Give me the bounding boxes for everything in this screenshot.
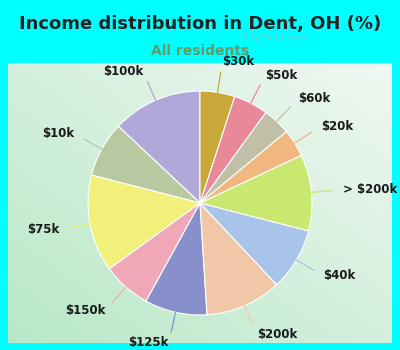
Text: > $200k: > $200k bbox=[343, 183, 397, 196]
Text: $75k: $75k bbox=[27, 223, 59, 236]
Wedge shape bbox=[200, 203, 277, 315]
Wedge shape bbox=[200, 132, 301, 203]
Text: Income distribution in Dent, OH (%): Income distribution in Dent, OH (%) bbox=[19, 15, 381, 34]
Text: $50k: $50k bbox=[265, 69, 297, 82]
Wedge shape bbox=[146, 203, 207, 315]
Wedge shape bbox=[200, 112, 286, 203]
Text: All residents: All residents bbox=[151, 44, 249, 58]
Text: $60k: $60k bbox=[298, 92, 330, 105]
Text: $200k: $200k bbox=[257, 328, 297, 341]
Wedge shape bbox=[200, 97, 266, 203]
Wedge shape bbox=[92, 126, 200, 203]
Text: $125k: $125k bbox=[128, 336, 169, 349]
Text: $10k: $10k bbox=[42, 127, 74, 140]
Wedge shape bbox=[109, 203, 200, 301]
Wedge shape bbox=[88, 175, 200, 269]
Wedge shape bbox=[200, 155, 312, 231]
Text: $40k: $40k bbox=[323, 270, 356, 282]
Wedge shape bbox=[200, 91, 235, 203]
Wedge shape bbox=[118, 91, 200, 203]
Text: $150k: $150k bbox=[65, 304, 105, 317]
Text: City-Data.com: City-Data.com bbox=[242, 33, 306, 42]
Wedge shape bbox=[200, 203, 308, 285]
Text: $30k: $30k bbox=[222, 55, 254, 68]
Text: $100k: $100k bbox=[103, 65, 143, 78]
Text: $20k: $20k bbox=[321, 120, 353, 133]
